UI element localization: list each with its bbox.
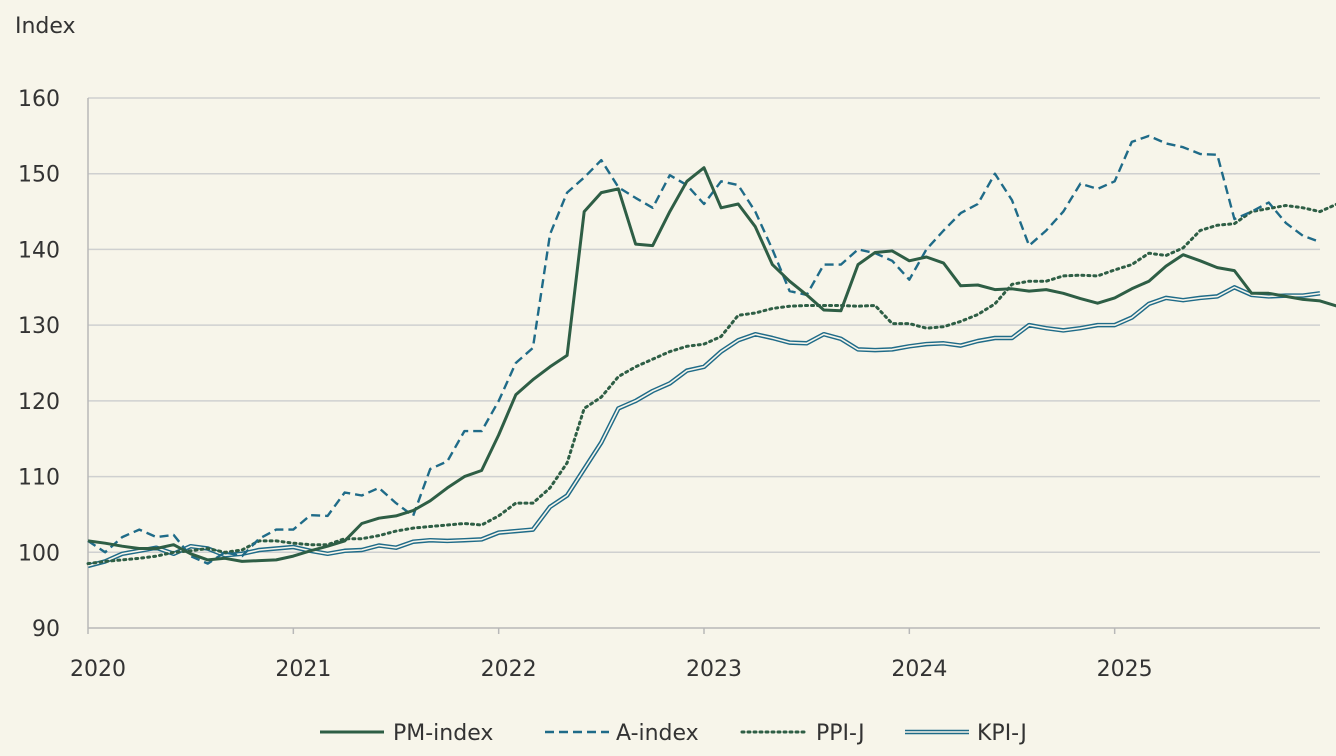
x-tick-label: 2025 <box>1097 657 1153 682</box>
y-tick-label: 110 <box>18 466 60 491</box>
series-line-kpi-j-inner <box>87 286 1321 567</box>
series-line-a-index <box>87 134 1321 565</box>
y-axis-label: Index <box>15 14 76 39</box>
y-tick-label: 100 <box>18 541 60 566</box>
series-line-ppi-j <box>86 202 1336 566</box>
x-tick-label: 2024 <box>891 657 947 682</box>
series-lines <box>86 134 1336 569</box>
series-line-pm-index <box>87 166 1336 563</box>
x-tick-label: 2021 <box>275 657 331 682</box>
x-tick-label: 2022 <box>481 657 537 682</box>
legend-label-a-index: A-index <box>616 721 699 746</box>
legend-label-pm-index: PM-index <box>393 721 493 746</box>
legend-label-ppi-j: PPI-J <box>816 721 865 746</box>
y-tick-label: 130 <box>18 314 60 339</box>
x-tick-label: 2020 <box>70 657 126 682</box>
legend-label-kpi-j: KPI-J <box>977 721 1027 746</box>
series-line-kpi-j <box>87 285 1321 569</box>
y-tick-label: 90 <box>32 617 60 642</box>
y-tick-label: 140 <box>18 238 60 263</box>
x-tick-label: 2023 <box>686 657 742 682</box>
legend: PM-index A-index PPI-J KPI-J <box>320 721 1027 746</box>
y-tick-label: 120 <box>18 390 60 415</box>
y-tick-label: 150 <box>18 163 60 188</box>
x-tick-labels: 2020 2021 2022 2023 2024 2025 <box>70 628 1153 682</box>
y-tick-labels: 90 100 110 120 130 140 150 160 <box>18 87 60 642</box>
y-tick-label: 160 <box>18 87 60 112</box>
